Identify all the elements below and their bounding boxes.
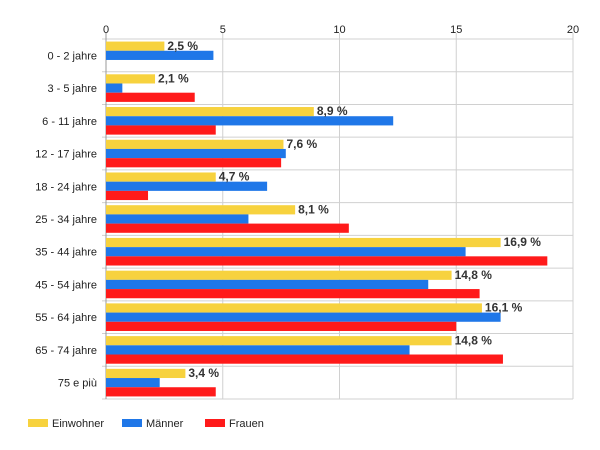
legend-label: Frauen [229, 418, 264, 430]
bar-frauen [106, 190, 149, 201]
data-label: 2,5 % [167, 39, 198, 53]
bar-männer [106, 148, 286, 159]
category-label: 6 - 11 jahre [42, 116, 97, 128]
legend-swatch-frauen [205, 419, 225, 427]
data-labels: 2,5 % 2,1 % 8,9 % 7,6 % 4,7 % 8,1 % 16,9 % 14,8… [158, 39, 541, 380]
category-label: 25 - 34 jahre [35, 214, 97, 226]
bar-einwohner [106, 41, 165, 51]
bar-einwohner [106, 74, 156, 84]
x-tick-label: 5 [220, 24, 226, 36]
legend-swatch-einwohner [28, 419, 48, 427]
bar-männer [106, 378, 160, 388]
bar-frauen [106, 223, 349, 233]
category-label: 45 - 54 jahre [35, 279, 97, 291]
bar-einwohner [106, 303, 482, 313]
bar-männer [106, 83, 123, 93]
category-label: 55 - 64 jahre [35, 312, 97, 324]
bars [106, 41, 548, 397]
category-label: 3 - 5 jahre [47, 83, 97, 95]
data-label: 16,9 % [504, 235, 542, 249]
data-label: 2,1 % [158, 71, 189, 85]
x-tick-label: 20 [567, 24, 579, 36]
bar-einwohner [106, 205, 296, 215]
bar-frauen [106, 125, 216, 135]
data-label: 16,1 % [485, 301, 523, 315]
data-label: 8,9 % [317, 104, 348, 118]
legend: Einwohner Männer Frauen [28, 418, 264, 430]
bar-frauen [106, 289, 480, 299]
x-axis-ticks: 0 5 10 15 20 [103, 24, 579, 36]
bar-frauen [106, 158, 282, 168]
data-label: 4,7 % [219, 170, 250, 184]
category-label: 75 e più [58, 378, 97, 390]
data-label: 3,4 % [188, 366, 219, 380]
bar-männer [106, 181, 268, 191]
bar-männer [106, 345, 410, 355]
bar-einwohner [106, 107, 314, 117]
x-tick-label: 15 [450, 24, 462, 36]
bar-frauen [106, 387, 216, 397]
category-label: 65 - 74 jahre [35, 345, 97, 357]
bar-männer [106, 247, 466, 257]
data-label: 7,6 % [286, 137, 317, 151]
bar-einwohner [106, 270, 452, 280]
legend-label: Männer [146, 418, 184, 430]
data-label: 14,8 % [455, 333, 493, 347]
data-label: 8,1 % [298, 202, 329, 216]
category-labels: 0 - 2 jahre 3 - 5 jahre 6 - 11 jahre 12 - 1… [35, 50, 97, 389]
bar-frauen [106, 354, 503, 364]
bar-männer [106, 50, 214, 60]
category-label: 35 - 44 jahre [35, 247, 97, 259]
x-tick-label: 0 [103, 24, 109, 36]
category-label: 18 - 24 jahre [35, 181, 97, 193]
bar-männer [106, 312, 501, 322]
bar-frauen [106, 92, 195, 102]
bar-einwohner [106, 336, 452, 346]
bar-frauen [106, 321, 457, 331]
bar-männer [106, 116, 394, 126]
legend-label: Einwohner [52, 418, 104, 430]
bar-männer [106, 279, 429, 290]
category-label: 0 - 2 jahre [47, 50, 97, 62]
data-label: 14,8 % [455, 268, 493, 282]
x-tick-label: 10 [333, 24, 345, 36]
bar-einwohner [106, 237, 501, 248]
bar-frauen [106, 256, 548, 266]
bar-einwohner [106, 368, 186, 379]
bar-einwohner [106, 139, 284, 149]
category-label: 12 - 17 jahre [35, 149, 97, 161]
bar-einwohner [106, 172, 216, 182]
legend-swatch-männer [122, 419, 142, 427]
bar-männer [106, 214, 249, 224]
